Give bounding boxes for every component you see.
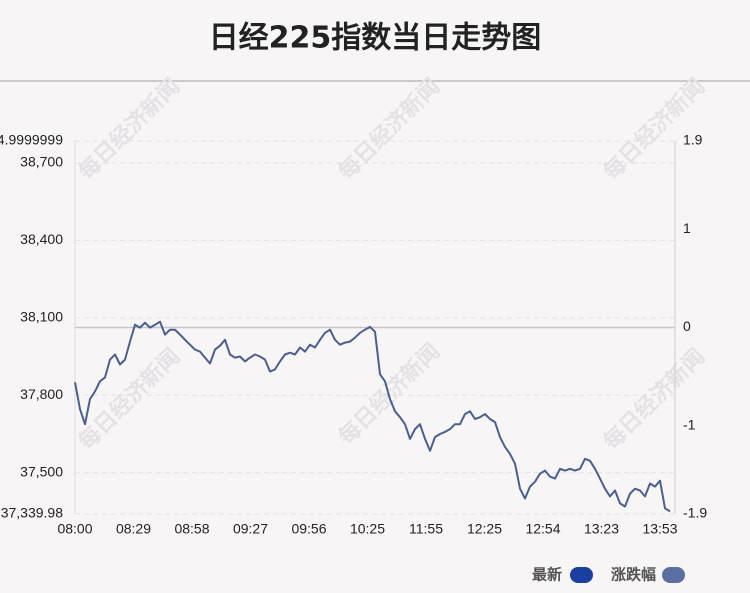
y-tick-label: 38,400 (20, 231, 63, 247)
y2-tick-label: -1 (683, 416, 696, 432)
y2-tick-label: -1.9 (683, 505, 707, 521)
legend-label: 涨跌幅 (611, 566, 656, 584)
watermark: 每日经济新闻 (598, 73, 710, 185)
y2-tick-label: 1 (683, 220, 691, 236)
y2-tick-label: 0 (683, 318, 691, 334)
y-tick-label: 37,339.98 (1, 505, 63, 521)
x-tick-label: 08:00 (57, 521, 92, 537)
legend-swatch (662, 567, 685, 583)
y-tick-label: 37,500 (20, 463, 63, 479)
x-tick-label: 12:54 (525, 521, 560, 537)
x-tick-label: 08:29 (116, 521, 151, 537)
x-tick-label: 09:27 (233, 521, 268, 537)
legend-label: 最新 (532, 566, 562, 584)
x-tick-label: 13:23 (584, 521, 619, 537)
y2-tick-label: 1.9 (683, 132, 703, 148)
x-tick-label: 12:25 (467, 521, 502, 537)
x-tick-label: 11:55 (409, 521, 443, 537)
watermark: 每日经济新闻 (73, 73, 185, 185)
legend-swatch (570, 567, 593, 583)
y-tick-label: 37,800 (20, 386, 63, 402)
x-tick-label: 10:25 (350, 521, 385, 537)
chart-title: 日经225指数当日走势图 (209, 21, 542, 56)
watermark: 每日经济新闻 (598, 343, 710, 455)
x-tick-label: 13:53 (642, 521, 677, 537)
y-tick-label: 38,700 (20, 154, 63, 170)
watermark: 每日经济新闻 (333, 73, 445, 185)
price-line (74, 320, 671, 513)
y-tick-label: 38,100 (20, 309, 63, 325)
x-tick-label: 09:56 (291, 521, 326, 537)
y-tick-label: 38,784.9999999 (0, 132, 63, 148)
x-tick-label: 08:58 (174, 521, 209, 537)
